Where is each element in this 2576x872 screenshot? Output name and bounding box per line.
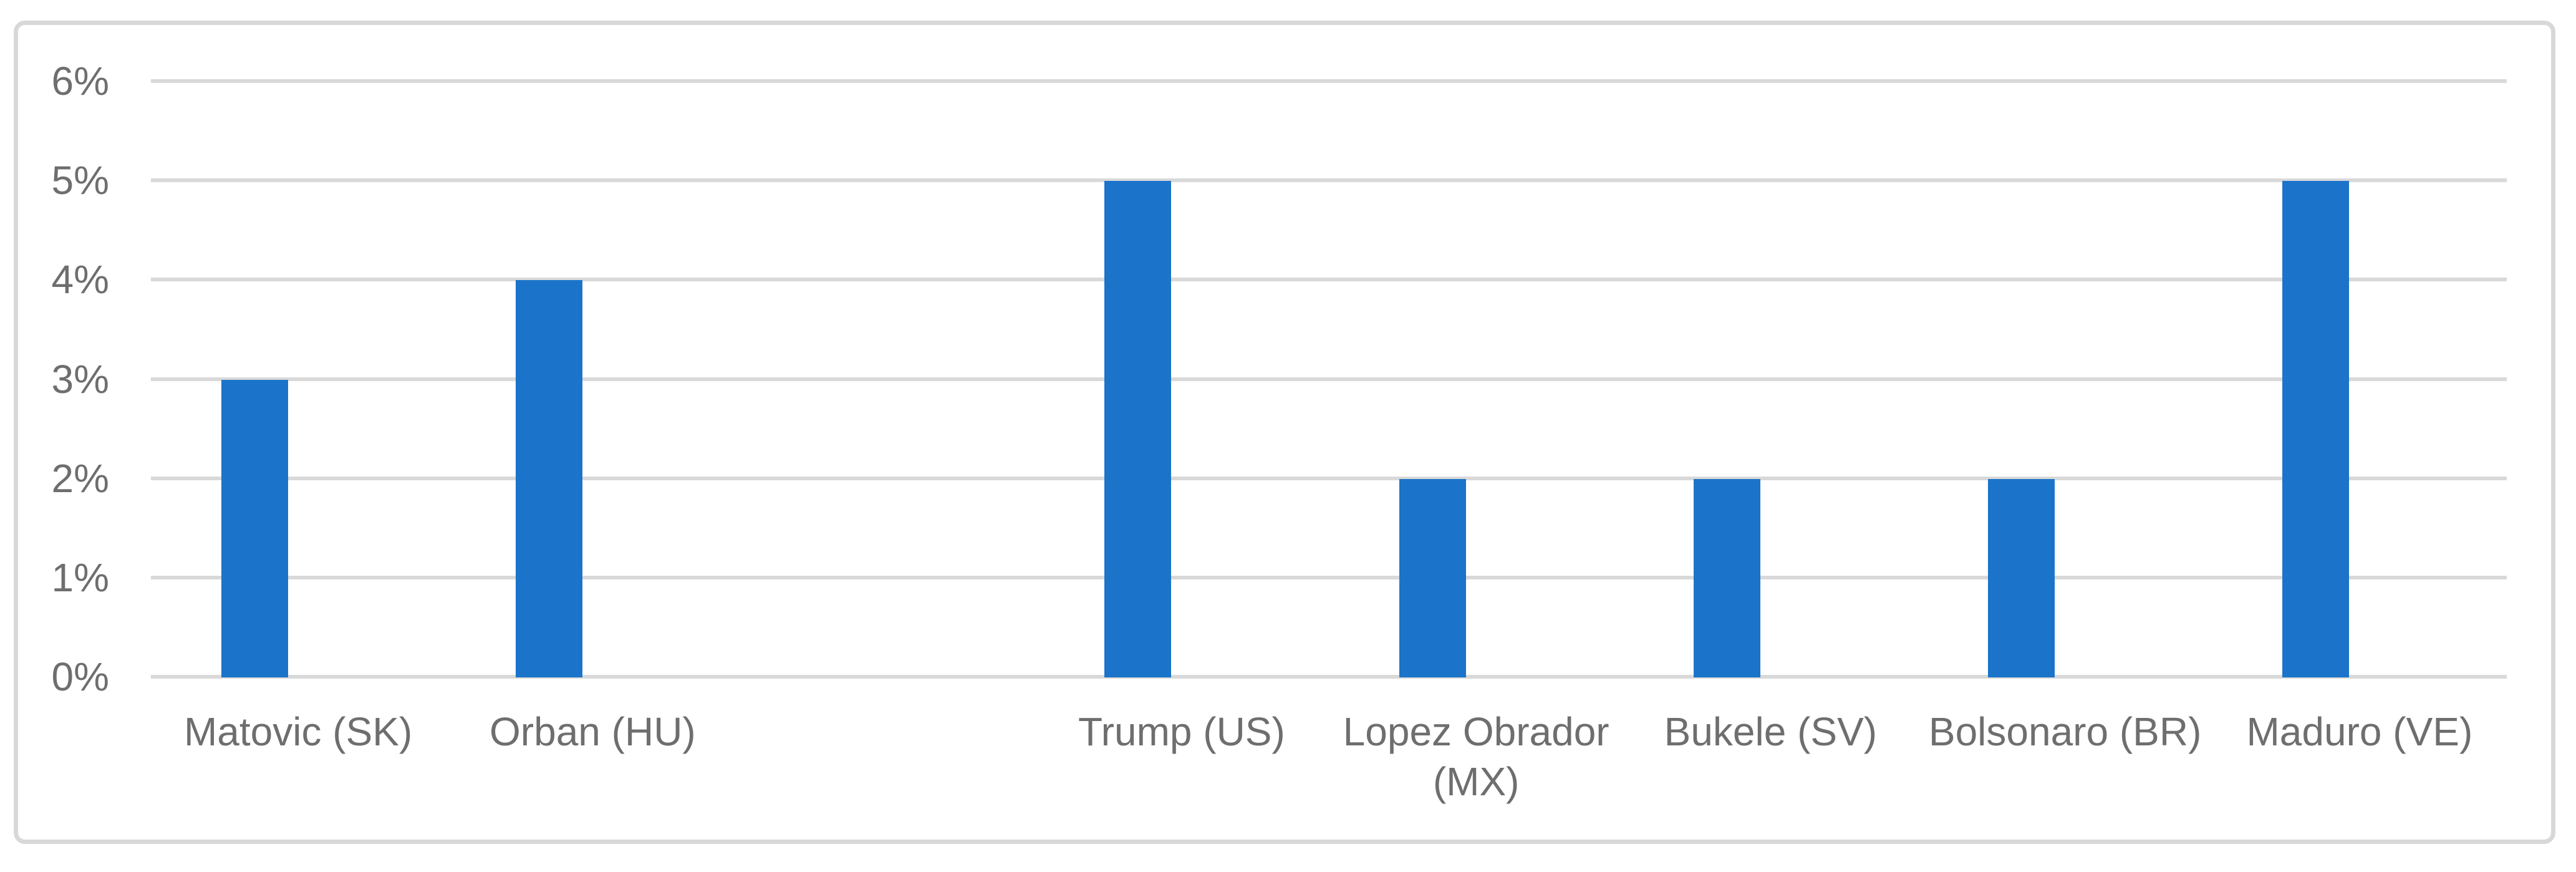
y-tick-label: 4% bbox=[51, 257, 110, 303]
bar-trump-us bbox=[1104, 181, 1172, 677]
x-category-label-bukele-sv: Bukele (SV) bbox=[1664, 709, 1878, 754]
x-category-label-lopez-obrador-mx: Lopez Obrador (MX) bbox=[1343, 709, 1609, 804]
gridline-2pct bbox=[151, 476, 2507, 480]
x-category-label-matovic-sk: Matovic (SK) bbox=[183, 709, 413, 754]
x-category-label-orban-hu: Orban (HU) bbox=[490, 709, 696, 754]
y-tick-label: 6% bbox=[51, 59, 110, 104]
y-tick-label: 5% bbox=[51, 158, 110, 203]
x-category-label-trump-us: Trump (US) bbox=[1078, 709, 1285, 754]
chart-frame bbox=[14, 21, 2555, 844]
bar-matovic-sk bbox=[221, 379, 288, 677]
x-category-label-bolsonaro-br: Bolsonaro (BR) bbox=[1928, 709, 2202, 754]
bar-bukele-sv bbox=[1693, 478, 1760, 677]
gridline-4pct bbox=[151, 278, 2507, 282]
gridline-0pct bbox=[151, 675, 2507, 679]
bar-orban-hu bbox=[515, 280, 582, 677]
gridline-5pct bbox=[151, 178, 2507, 183]
x-category-label-maduro-ve: Maduro (VE) bbox=[2246, 709, 2473, 754]
y-tick-label: 3% bbox=[51, 356, 110, 402]
gridline-6pct bbox=[151, 79, 2507, 83]
bar-lopez-obrador-mx bbox=[1399, 478, 1466, 677]
gridline-1pct bbox=[151, 575, 2507, 579]
y-tick-label: 2% bbox=[51, 455, 110, 501]
y-tick-label: 1% bbox=[51, 555, 110, 600]
gridline-3pct bbox=[151, 377, 2507, 381]
bar-maduro-ve bbox=[2282, 181, 2350, 677]
y-tick-label: 0% bbox=[51, 654, 110, 699]
bar-bolsonaro-br bbox=[1988, 478, 2055, 677]
